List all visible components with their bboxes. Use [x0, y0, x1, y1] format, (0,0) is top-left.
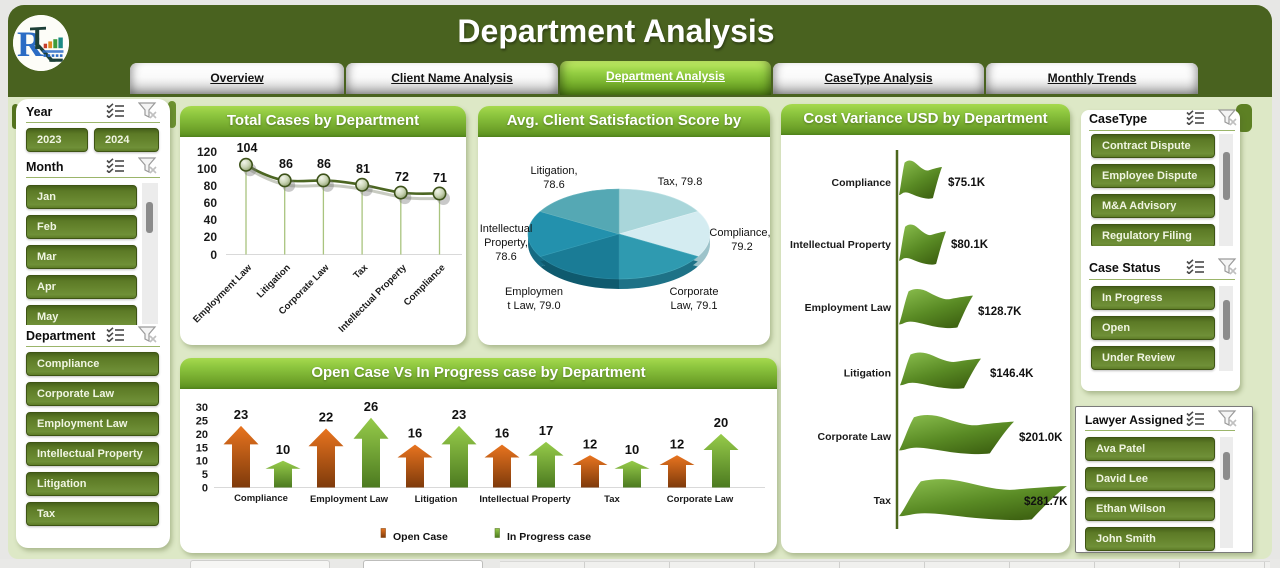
svg-text:80: 80 — [204, 179, 218, 193]
svg-text:78.6: 78.6 — [495, 251, 516, 263]
svg-text:17: 17 — [539, 423, 553, 438]
svg-text:26: 26 — [364, 399, 378, 414]
svg-text:120: 120 — [197, 145, 217, 159]
svg-text:30: 30 — [196, 402, 208, 414]
svg-text:86: 86 — [317, 157, 331, 171]
svg-text:16: 16 — [495, 426, 509, 441]
svg-text:78.6: 78.6 — [543, 179, 564, 191]
svg-text:Open Case: Open Case — [393, 531, 448, 543]
svg-text:71: 71 — [433, 171, 447, 185]
svg-text:Law, 79.1: Law, 79.1 — [670, 300, 717, 312]
svg-text:Intellectual: Intellectual — [480, 223, 533, 235]
svg-text:22: 22 — [319, 410, 333, 425]
svg-text:Employment Law: Employment Law — [191, 262, 254, 325]
svg-text:0: 0 — [210, 248, 217, 262]
svg-text:$146.4K: $146.4K — [990, 368, 1034, 380]
svg-text:Employmen: Employmen — [505, 286, 563, 298]
svg-text:Employment Law: Employment Law — [310, 494, 389, 505]
svg-text:Corporate Law: Corporate Law — [667, 494, 734, 505]
svg-text:20: 20 — [714, 415, 728, 430]
svg-text:16: 16 — [408, 426, 422, 441]
svg-text:Litigation,: Litigation, — [530, 165, 577, 177]
svg-text:40: 40 — [204, 213, 218, 227]
svg-text:Intellectual Property: Intellectual Property — [479, 494, 571, 505]
svg-text:$75.1K: $75.1K — [948, 177, 986, 189]
svg-text:10: 10 — [276, 442, 290, 457]
svg-text:$128.7K: $128.7K — [978, 306, 1022, 318]
svg-text:$281.7K: $281.7K — [1024, 496, 1068, 508]
svg-text:Compliance: Compliance — [402, 262, 448, 308]
svg-text:104: 104 — [237, 141, 258, 155]
svg-text:72: 72 — [395, 170, 409, 184]
svg-text:Compliance,: Compliance, — [709, 227, 770, 239]
svg-text:t Law, 79.0: t Law, 79.0 — [507, 300, 560, 312]
svg-text:20: 20 — [204, 230, 218, 244]
svg-text:5: 5 — [202, 469, 208, 481]
svg-text:60: 60 — [204, 196, 218, 210]
svg-text:Property,: Property, — [484, 237, 528, 249]
svg-text:Tax: Tax — [604, 494, 620, 505]
svg-text:Tax: Tax — [874, 495, 891, 507]
svg-text:Intellectual Property: Intellectual Property — [337, 262, 410, 335]
svg-text:81: 81 — [356, 162, 370, 176]
svg-text:15: 15 — [196, 442, 208, 454]
svg-text:Compliance: Compliance — [831, 177, 891, 189]
svg-text:25: 25 — [196, 415, 208, 427]
svg-text:Litigation: Litigation — [255, 262, 293, 300]
svg-text:Compliance: Compliance — [234, 493, 288, 504]
svg-text:10: 10 — [196, 456, 208, 468]
svg-text:Tax: Tax — [351, 262, 370, 281]
svg-text:23: 23 — [234, 407, 248, 422]
svg-text:100: 100 — [197, 162, 217, 176]
svg-text:79.2: 79.2 — [731, 241, 752, 253]
svg-text:Tax, 79.8: Tax, 79.8 — [658, 176, 703, 188]
svg-text:R: R — [17, 24, 44, 64]
svg-text:23: 23 — [452, 407, 466, 422]
svg-text:0: 0 — [202, 483, 208, 495]
svg-text:10: 10 — [625, 442, 639, 457]
svg-text:12: 12 — [670, 437, 684, 452]
svg-text:In Progress case: In Progress case — [507, 531, 591, 543]
svg-text:12: 12 — [583, 437, 597, 452]
svg-text:Corporate Law: Corporate Law — [817, 431, 891, 443]
svg-text:Intellectual Property: Intellectual Property — [790, 239, 891, 251]
svg-text:$80.1K: $80.1K — [951, 239, 989, 251]
svg-text:Corporate: Corporate — [670, 286, 719, 298]
svg-text:Employment Law: Employment Law — [805, 302, 892, 314]
svg-text:86: 86 — [279, 157, 293, 171]
svg-text:Litigation: Litigation — [844, 368, 891, 380]
svg-text:Litigation: Litigation — [415, 494, 458, 505]
svg-text:$201.0K: $201.0K — [1019, 432, 1063, 444]
svg-text:20: 20 — [196, 429, 208, 441]
